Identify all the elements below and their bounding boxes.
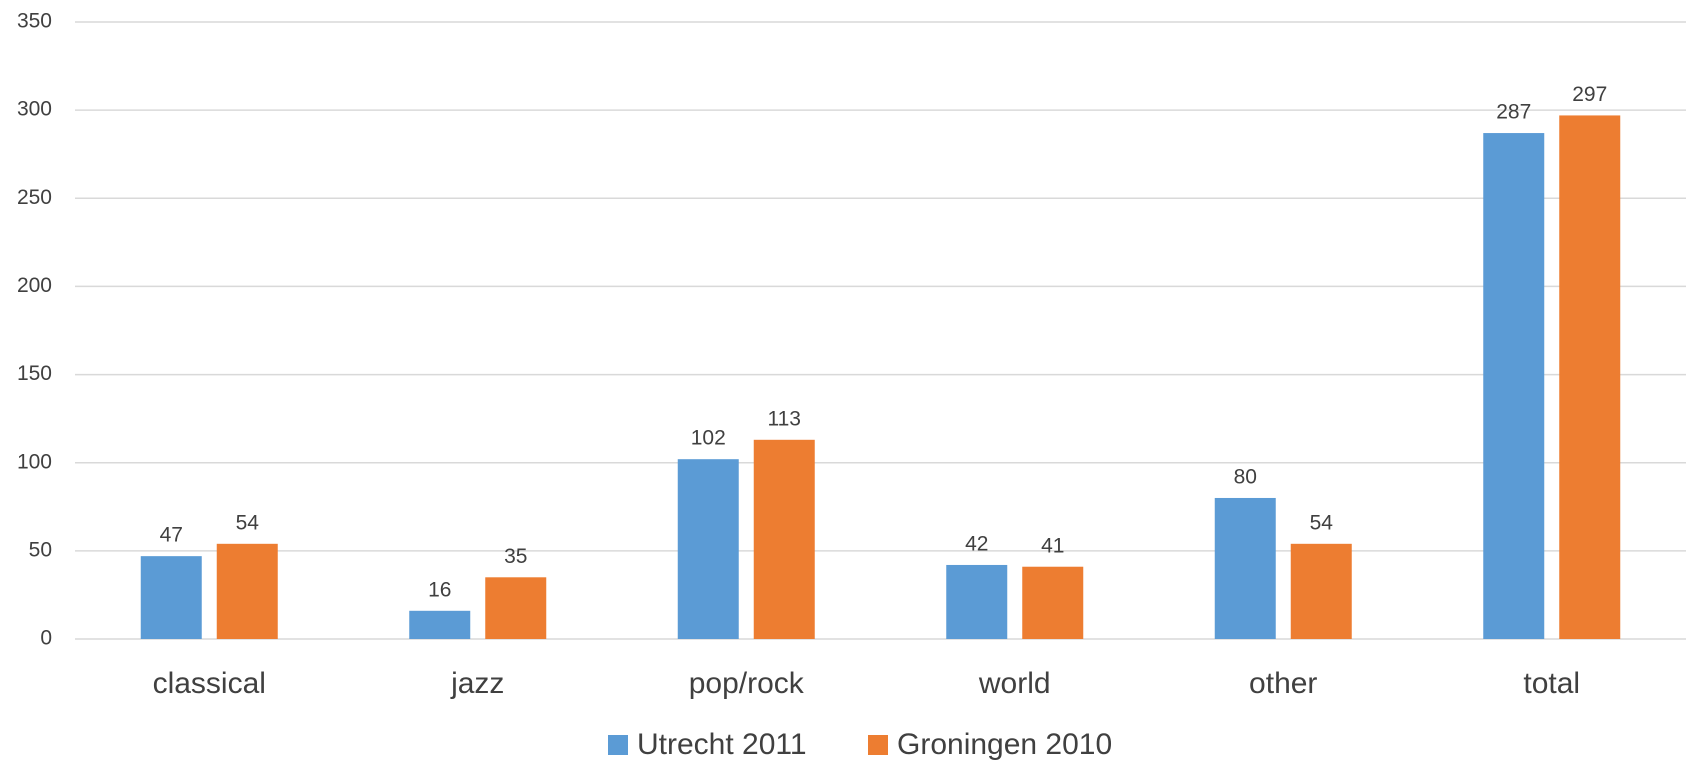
y-tick-label: 150 bbox=[17, 362, 52, 385]
bar bbox=[1559, 115, 1621, 640]
bar bbox=[946, 564, 1008, 639]
bar bbox=[140, 556, 202, 639]
legend-swatch bbox=[608, 735, 628, 755]
x-tick-label: world bbox=[978, 667, 1051, 700]
bar bbox=[1290, 543, 1352, 639]
data-label: 287 bbox=[1496, 101, 1531, 124]
data-label: 47 bbox=[160, 524, 183, 547]
bar bbox=[216, 543, 278, 639]
data-label: 42 bbox=[965, 533, 988, 556]
y-tick-label: 250 bbox=[17, 186, 52, 209]
bar bbox=[485, 577, 547, 639]
y-tick-label: 200 bbox=[17, 274, 52, 297]
data-label: 113 bbox=[768, 407, 801, 430]
data-label: 35 bbox=[504, 545, 527, 568]
y-tick-label: 350 bbox=[17, 10, 52, 33]
bar bbox=[1483, 133, 1545, 639]
data-label: 54 bbox=[1310, 511, 1334, 534]
legend-label: Groningen 2010 bbox=[897, 728, 1112, 761]
y-tick-label: 100 bbox=[17, 450, 52, 473]
data-label: 16 bbox=[428, 578, 451, 601]
bar bbox=[409, 610, 471, 639]
bar bbox=[1022, 566, 1084, 639]
legend-swatch bbox=[868, 735, 888, 755]
bar bbox=[753, 439, 815, 639]
x-tick-label: classical bbox=[153, 667, 266, 700]
x-tick-label: other bbox=[1249, 667, 1317, 700]
x-tick-label: total bbox=[1523, 667, 1580, 700]
data-label: 41 bbox=[1041, 534, 1064, 557]
data-label: 80 bbox=[1234, 466, 1257, 489]
y-tick-label: 0 bbox=[40, 627, 52, 650]
y-tick-label: 50 bbox=[29, 538, 52, 561]
y-tick-label: 300 bbox=[17, 98, 52, 121]
bar bbox=[677, 459, 739, 639]
data-label: 297 bbox=[1572, 83, 1607, 106]
x-tick-label: jazz bbox=[450, 667, 504, 700]
data-label: 102 bbox=[691, 427, 726, 450]
data-label: 54 bbox=[236, 511, 260, 534]
bar bbox=[1214, 497, 1276, 639]
x-tick-label: pop/rock bbox=[689, 667, 805, 700]
legend-label: Utrecht 2011 bbox=[637, 728, 807, 761]
